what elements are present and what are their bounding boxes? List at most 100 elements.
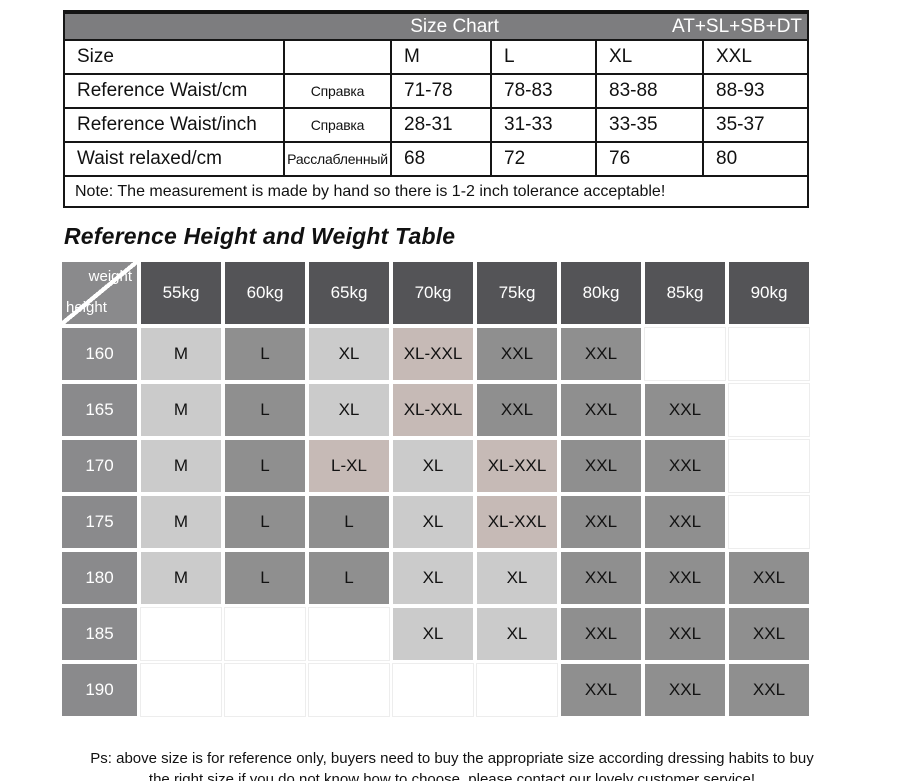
weight-col-header: 70kg: [393, 262, 473, 324]
hw-cell: XXL: [729, 664, 809, 716]
weight-col-header: 55kg: [141, 262, 221, 324]
hw-cell: XXL: [561, 440, 641, 492]
size-value-cell: 80: [701, 141, 810, 177]
table-row: Waist relaxed/cm Расслабленный 68 72 76 …: [63, 141, 810, 177]
weight-header-row: weight height 55kg 60kg 65kg 70kg 75kg 8…: [62, 262, 809, 324]
hw-cell: XXL: [561, 328, 641, 380]
size-row-label: Size: [63, 39, 285, 75]
hw-cell: XXL: [561, 496, 641, 548]
hw-cell: XL: [309, 384, 389, 436]
hw-cell: L: [309, 552, 389, 604]
size-col-header: M: [390, 39, 492, 75]
hw-cell: M: [141, 384, 221, 436]
size-chart-header-row: Size Chart AT+SL+SB+DT: [62, 10, 810, 41]
height-row-label: 165: [62, 384, 137, 436]
hw-cell: XXL: [477, 328, 557, 380]
hw-cell: [308, 607, 390, 661]
size-value-cell: 28-31: [390, 107, 492, 143]
size-value-cell: 71-78: [390, 73, 492, 109]
hw-cell: [644, 327, 726, 381]
height-row-label: 190: [62, 664, 137, 716]
hw-row: 170 M L L-XL XL XL-XXL XXL XXL: [62, 439, 810, 493]
hw-cell: XXL: [645, 664, 725, 716]
hw-cell: XXL: [477, 384, 557, 436]
hw-cell: XXL: [645, 552, 725, 604]
hw-cell: XL-XXL: [477, 440, 557, 492]
hw-row: 190 XXL XXL XXL: [62, 663, 809, 717]
corner-cell: weight height: [62, 262, 137, 324]
size-value-cell: 78-83: [490, 73, 597, 109]
row-label-ru: Справка: [283, 73, 392, 109]
hw-cell: L: [309, 496, 389, 548]
hw-cell: [728, 383, 810, 437]
hw-cell: XL: [477, 608, 557, 660]
hw-cell: L-XL: [309, 440, 389, 492]
hw-cell: XXL: [645, 440, 725, 492]
height-row-label: 160: [62, 328, 137, 380]
size-value-cell: 35-37: [701, 107, 810, 143]
hw-cell: [308, 663, 390, 717]
size-chart-code: AT+SL+SB+DT: [671, 15, 803, 37]
footer-line-1: Ps: above size is for reference only, bu…: [90, 750, 814, 767]
hw-cell: [140, 607, 222, 661]
size-col-header: XL: [595, 39, 704, 75]
hw-cell: XL: [477, 552, 557, 604]
hw-cell: XL: [393, 552, 473, 604]
hw-cell: XXL: [729, 608, 809, 660]
hw-cell: L: [225, 384, 305, 436]
size-value-cell: 72: [490, 141, 597, 177]
hw-cell: XL-XXL: [477, 496, 557, 548]
hw-row: 165 M L XL XL-XXL XXL XXL XXL: [62, 383, 810, 437]
hw-cell: [728, 439, 810, 493]
size-value-cell: 76: [595, 141, 704, 177]
corner-height-label: height: [66, 299, 107, 316]
height-row-label: 175: [62, 496, 137, 548]
hw-cell: [728, 327, 810, 381]
hw-row: 175 M L L XL XL-XXL XXL XXL: [62, 495, 810, 549]
height-row-label: 180: [62, 552, 137, 604]
hw-cell: XL: [393, 608, 473, 660]
hw-cell: XL-XXL: [393, 328, 473, 380]
height-weight-table: weight height 55kg 60kg 65kg 70kg 75kg 8…: [58, 258, 813, 720]
hw-cell: XL-XXL: [393, 384, 473, 436]
height-row-label: 185: [62, 608, 137, 660]
empty-cell: [283, 39, 392, 75]
hw-cell: XXL: [645, 496, 725, 548]
hw-cell: L: [225, 496, 305, 548]
hw-cell: XXL: [729, 552, 809, 604]
row-label: Reference Waist/cm: [63, 73, 285, 109]
hw-cell: M: [141, 496, 221, 548]
size-value-cell: 33-35: [595, 107, 704, 143]
size-value-cell: 88-93: [701, 73, 810, 109]
hw-row: 160 M L XL XL-XXL XXL XXL: [62, 327, 810, 381]
hw-cell: XXL: [561, 384, 641, 436]
hw-cell: XXL: [561, 664, 641, 716]
hw-cell: XL: [393, 496, 473, 548]
hw-cell: [224, 663, 306, 717]
hw-cell: [476, 663, 558, 717]
table-row: Reference Waist/cm Справка 71-78 78-83 8…: [63, 73, 810, 109]
footer-line-2: the right size,if you do not know how to…: [148, 771, 756, 781]
size-columns-row: Size M L XL XXL: [63, 39, 810, 75]
hw-row: 180 M L L XL XL XXL XXL XXL: [62, 552, 809, 604]
hw-cell: M: [141, 328, 221, 380]
tolerance-note: Note: The measurement is made by hand so…: [62, 175, 810, 208]
hw-cell: [224, 607, 306, 661]
hw-cell: [728, 495, 810, 549]
row-label: Waist relaxed/cm: [63, 141, 285, 177]
weight-col-header: 75kg: [477, 262, 557, 324]
footer-note: Ps: above size is for reference only, bu…: [0, 748, 904, 781]
size-chart-title: Size Chart: [410, 15, 499, 37]
hw-cell: XXL: [561, 552, 641, 604]
size-col-header: L: [490, 39, 597, 75]
corner-weight-label: weight: [88, 268, 132, 285]
weight-col-header: 65kg: [309, 262, 389, 324]
size-chart-header-bar: Size Chart AT+SL+SB+DT: [62, 10, 810, 41]
hw-cell: L: [225, 440, 305, 492]
hw-row: 185 XL XL XXL XXL XXL: [62, 607, 809, 661]
hw-table-title: Reference Height and Weight Table: [64, 223, 456, 249]
height-row-label: 170: [62, 440, 137, 492]
table-row: Reference Waist/inch Справка 28-31 31-33…: [63, 107, 810, 143]
hw-cell: M: [141, 440, 221, 492]
hw-cell: M: [141, 552, 221, 604]
